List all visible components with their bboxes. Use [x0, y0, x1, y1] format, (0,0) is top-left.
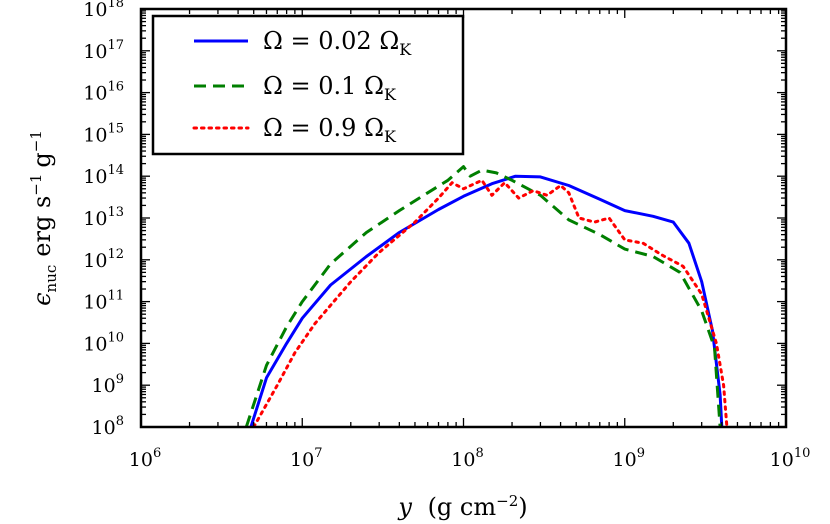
y-tick-label: 1017	[83, 38, 124, 63]
series-layer	[244, 165, 729, 427]
x-axis-label-close: )	[518, 493, 527, 521]
y-tick-label: 1010	[83, 330, 124, 355]
x-tick-label: 109	[613, 446, 645, 471]
y-tick-label: 109	[92, 372, 124, 397]
y-axis-label-exp2: −1	[27, 130, 45, 152]
y-tick-label: 1011	[83, 289, 124, 314]
x-axis-label-unit: (g cm	[428, 493, 497, 521]
tick-labels: 106 107 108 109 1010 108 109 1010 1011 1012 1013 10…	[83, 0, 810, 471]
y-tick-label: 1013	[83, 205, 124, 230]
y-axis-label-exp1: −1	[27, 174, 45, 196]
x-axis-label: y (g cm−2)	[397, 492, 527, 521]
y-axis-label-symbol: ϵ	[28, 292, 56, 305]
legend: Ω = 0.02 ΩK Ω = 0.1 ΩK Ω = 0.9 ΩK	[151, 14, 465, 156]
x-tick-label: 108	[451, 446, 483, 471]
x-tick-label: 1010	[770, 446, 811, 471]
legend-label-series-1: Ω = 0.02 ΩK	[263, 27, 412, 59]
y-tick-label: 1015	[83, 121, 124, 146]
series-line-1	[249, 174, 724, 427]
y-axis-label-mid: g	[28, 152, 56, 167]
y-axis-label: ϵnucerg s−1g−1	[27, 130, 60, 306]
legend-label-series-3: Ω = 0.9 ΩK	[263, 114, 397, 146]
x-axis-label-exp: −2	[496, 492, 518, 510]
series-line-2	[244, 165, 722, 427]
y-tick-label: 108	[92, 414, 124, 439]
y-tick-label: 1018	[83, 0, 124, 21]
y-axis-label-sub: nuc	[42, 265, 60, 293]
x-tick-label: 107	[290, 446, 322, 471]
series-line-3	[252, 178, 729, 427]
y-axis-label-unit: erg s	[28, 196, 56, 257]
y-tick-label: 1016	[83, 80, 124, 105]
y-tick-label: 1012	[83, 247, 124, 272]
x-axis-label-var: y	[397, 493, 412, 521]
ticks-layer	[140, 8, 787, 428]
y-tick-label: 1014	[83, 163, 124, 188]
x-tick-label: 106	[129, 446, 161, 471]
legend-label-series-2: Ω = 0.1 ΩK	[263, 72, 397, 104]
